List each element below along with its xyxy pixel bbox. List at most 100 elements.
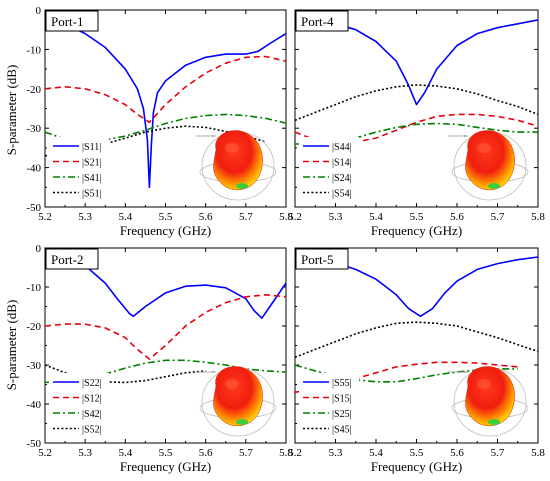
legend-label: |S51| <box>82 189 102 200</box>
legend-label: |S42| <box>82 409 102 420</box>
legend-label: |S11| <box>82 142 101 153</box>
x-tick-label: 5.4 <box>118 211 132 223</box>
x-tick-label: 5.5 <box>159 447 173 459</box>
y-tick-label: -40 <box>26 399 41 411</box>
legend-label: |S24| <box>332 173 352 184</box>
panel-title: Port-1 <box>51 14 84 29</box>
legend-label: |S44| <box>332 142 352 153</box>
radiation-pattern-icon <box>448 366 529 437</box>
y-tick-label: -20 <box>26 84 41 96</box>
panel-title-box <box>295 248 349 270</box>
radiation-pattern-icon <box>196 130 277 201</box>
panel-title-box <box>295 10 349 32</box>
series-line-s51 <box>45 125 267 157</box>
panel-title: Port-4 <box>301 14 334 29</box>
legend-label: |S55| <box>332 378 352 389</box>
x-axis-label: Frequency (GHz) <box>371 223 462 238</box>
y-tick-label: -40 <box>26 163 41 175</box>
x-tick-label: 5.5 <box>410 211 424 223</box>
y-tick-label: -10 <box>26 44 41 56</box>
panel-title-box <box>45 248 99 270</box>
x-tick-label: 5.6 <box>450 211 464 223</box>
x-axis-label: Frequency (GHz) <box>120 223 211 238</box>
x-tick-label: 5.8 <box>279 447 293 459</box>
series-line-s45 <box>295 321 538 358</box>
series-line-s54 <box>295 84 538 122</box>
x-tick-label: 5.4 <box>369 211 383 223</box>
y-tick-label: -30 <box>26 360 41 372</box>
y-tick-label: -50 <box>26 438 41 450</box>
y-axis-label-top: S-parameter (dB) <box>4 65 19 156</box>
pattern-axis-arrow <box>464 135 468 137</box>
x-tick-label: 5.2 <box>38 211 52 223</box>
legend-label: |S25| <box>332 409 352 420</box>
panel-title-box <box>45 10 99 32</box>
y-tick-label: -50 <box>26 202 41 214</box>
y-tick-label: 0 <box>36 5 42 17</box>
pattern-lobe <box>465 130 515 190</box>
radiation-pattern-icon <box>448 130 529 201</box>
pattern-highlight <box>225 143 239 153</box>
x-tick-label: 5.2 <box>38 447 52 459</box>
x-tick-label: 5.5 <box>159 211 173 223</box>
x-tick-label: 5.6 <box>199 447 213 459</box>
pattern-lobe <box>213 130 263 190</box>
panel-1: 5.2 5.3 5.4 5.5 5.6 5.7 5.8 0 -10 -20 -30 -40 -50 Fre… <box>26 5 293 238</box>
legend-label: |S22| <box>82 378 102 389</box>
x-tick-label: 5.5 <box>410 447 424 459</box>
radiation-pattern-icon <box>196 366 277 437</box>
y-tick-label: 0 <box>36 243 42 255</box>
legend-label: |S15| <box>332 394 352 405</box>
pattern-lobe-low <box>236 419 248 425</box>
pattern-lobe-low <box>488 419 500 425</box>
pattern-lobe <box>213 366 263 426</box>
x-axis-label: Frequency (GHz) <box>120 459 211 474</box>
x-tick-label: 5.7 <box>491 211 505 223</box>
panel-3: 5.2 5.3 5.4 5.5 5.6 5.7 5.8 0 -10 -20 -30 -40 -50 Fre… <box>26 243 293 474</box>
pattern-highlight <box>477 379 491 389</box>
x-tick-label: 5.2 <box>288 447 302 459</box>
y-axis-label-bottom: S-parameter (dB) <box>4 300 19 391</box>
y-tick-label: -20 <box>26 321 41 333</box>
legend-label: |S14| <box>332 158 352 169</box>
series-line-s15 <box>295 361 518 394</box>
legend-label: |S54| <box>332 189 352 200</box>
panel-2: 5.2 5.3 5.4 5.5 5.6 5.7 5.8 Frequency (GHz) Port… <box>288 9 545 238</box>
legend-label: |S45| <box>332 425 352 436</box>
x-tick-label: 5.4 <box>369 447 383 459</box>
x-tick-label: 5.3 <box>78 447 92 459</box>
pattern-lobe-low <box>488 183 500 189</box>
pattern-axis-arrow <box>212 135 216 137</box>
x-axis-label: Frequency (GHz) <box>371 459 462 474</box>
panel-4: 5.2 5.3 5.4 5.5 5.6 5.7 5.8 Frequency (GHz) Port… <box>288 247 545 474</box>
x-tick-label: 5.4 <box>118 447 132 459</box>
pattern-axis-arrow <box>212 371 216 373</box>
x-tick-label: 5.6 <box>199 211 213 223</box>
x-tick-label: 5.3 <box>78 211 92 223</box>
x-tick-label: 5.7 <box>491 447 505 459</box>
pattern-lobe-low <box>236 183 248 189</box>
legend-label: |S21| <box>82 158 102 169</box>
panel-title: Port-5 <box>301 252 334 267</box>
x-tick-label: 5.7 <box>239 211 253 223</box>
series-line-s22 <box>45 251 286 319</box>
y-tick-label: -10 <box>26 282 41 294</box>
pattern-highlight <box>477 143 491 153</box>
pattern-axis-arrow <box>464 371 468 373</box>
x-tick-label: 5.6 <box>450 447 464 459</box>
x-tick-label: 5.3 <box>329 211 343 223</box>
pattern-lobe <box>465 366 515 426</box>
y-tick-label: -30 <box>26 123 41 135</box>
panel-title: Port-2 <box>51 252 84 267</box>
x-tick-label: 5.7 <box>239 447 253 459</box>
legend-label: |S12| <box>82 394 102 405</box>
x-tick-label: 5.8 <box>531 447 545 459</box>
x-tick-label: 5.2 <box>288 211 302 223</box>
series-line-s12 <box>45 294 286 360</box>
legend-label: |S41| <box>82 173 102 184</box>
x-tick-label: 5.8 <box>279 211 293 223</box>
x-tick-label: 5.3 <box>329 447 343 459</box>
x-tick-label: 5.8 <box>531 211 545 223</box>
pattern-highlight <box>225 379 239 389</box>
